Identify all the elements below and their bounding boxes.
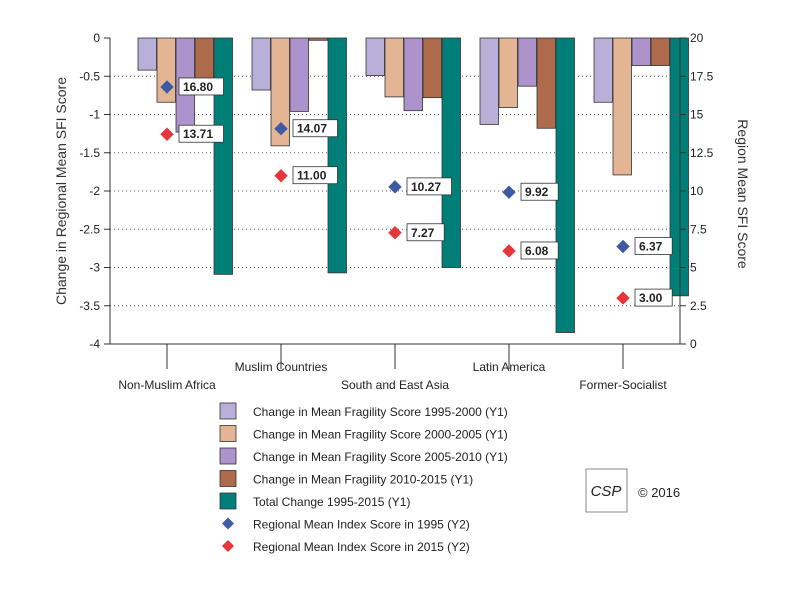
bar [365, 37, 385, 76]
y1-axis-title: Change in Regional Mean SFI Score [53, 77, 69, 305]
y1-tick-label: 0 [93, 31, 100, 45]
y1-tick-label: -4 [89, 337, 100, 351]
bar [612, 37, 632, 176]
legend-swatch [219, 447, 237, 465]
y1-tick-label: -3 [89, 261, 100, 275]
point [502, 185, 516, 199]
y2-tick-label: 17.5 [690, 69, 714, 83]
y2-tick-label: 0 [690, 337, 697, 351]
bar [213, 37, 233, 275]
legend-swatch [219, 425, 237, 442]
y2-tick-label: 12.5 [690, 146, 714, 160]
data-label: 7.27 [411, 226, 435, 240]
logo-frame [585, 468, 628, 513]
data-label: 10.27 [411, 180, 441, 194]
legend-label: Change in Mean Fragility Score 2000-2005… [253, 428, 508, 442]
legend-swatch [219, 402, 237, 420]
point [160, 80, 174, 94]
y2-tick-label: 2.5 [690, 299, 707, 313]
bar [555, 37, 575, 333]
logo-text: CSP [591, 483, 622, 500]
point [388, 226, 402, 240]
data-label-box [634, 237, 673, 255]
bar [441, 37, 461, 268]
legend-label: Change in Mean Fragility Score 1995-2000… [253, 405, 508, 419]
x-tick-label: Former-Socialist [579, 378, 667, 392]
y2-tick-label: 5 [690, 261, 697, 275]
point [274, 168, 288, 183]
bar [137, 37, 157, 71]
x-tick-label: Latin America [473, 360, 546, 374]
data-label: 16.80 [183, 80, 213, 94]
legend-swatch [219, 470, 237, 487]
x-tick-label: Muslim Countries [235, 360, 328, 374]
y2-tick-label: 10 [690, 184, 704, 198]
legend-label: Regional Mean Index Score in 1995 (Y2) [253, 518, 470, 532]
bar [308, 37, 328, 41]
bar [422, 37, 442, 99]
y1-tick-label: -2.5 [79, 222, 100, 236]
data-label: 11.00 [297, 169, 327, 183]
y1-tick-label: -1 [89, 108, 100, 122]
bar [289, 37, 309, 112]
bar [327, 37, 347, 274]
y1-tick-label: -3.5 [79, 299, 100, 313]
point [388, 180, 402, 194]
y2-tick-label: 15 [690, 108, 704, 122]
legend-label: Change in Mean Fragility Score 2005-2010… [253, 450, 508, 464]
x-tick-label: South and East Asia [341, 378, 449, 392]
bar [479, 37, 499, 125]
y1-tick-label: -1.5 [79, 146, 100, 160]
point [274, 122, 288, 136]
y2-tick-label: 7.5 [690, 222, 707, 236]
legend-label: Total Change 1995-2015 (Y1) [253, 495, 410, 509]
bar [517, 37, 537, 87]
data-label: 3.00 [639, 291, 663, 305]
point [160, 127, 174, 141]
data-label-box [406, 177, 452, 196]
bar [650, 37, 670, 66]
data-label-box [520, 182, 559, 201]
data-label: 6.08 [525, 244, 549, 258]
bar [384, 37, 404, 98]
point [502, 244, 516, 258]
bar [251, 37, 271, 91]
data-label-box [292, 166, 338, 185]
bar [536, 37, 556, 129]
y1-tick-label: -0.5 [79, 69, 100, 83]
bar [593, 37, 613, 103]
legend-label: Change in Mean Fragility 2010-2015 (Y1) [253, 473, 473, 487]
bar [498, 37, 518, 109]
data-label-box [292, 119, 338, 138]
legend-label: Regional Mean Index Score in 2015 (Y2) [253, 540, 470, 554]
data-label-box [520, 241, 559, 260]
bar [194, 37, 214, 85]
bar [631, 37, 651, 66]
data-label: 6.37 [639, 240, 663, 254]
y2-axis-title: Region Mean SFI Score [735, 119, 751, 269]
data-label-box [634, 288, 673, 307]
copyright-text: © 2016 [638, 485, 680, 500]
point [616, 291, 630, 305]
data-label-box [178, 124, 224, 143]
data-label: 14.07 [297, 122, 327, 136]
x-tick-label: Non-Muslim Africa [118, 378, 216, 392]
data-label-box [406, 223, 445, 242]
y2-tick-label: 20 [690, 31, 704, 45]
point [616, 239, 630, 254]
bar [403, 37, 423, 112]
legend-marker [222, 517, 234, 530]
data-label-box [178, 77, 224, 96]
data-label: 13.71 [183, 127, 213, 141]
bar [270, 37, 290, 147]
data-label: 9.92 [525, 185, 549, 199]
legend-marker [222, 540, 234, 552]
legend-swatch [219, 492, 237, 510]
bar [669, 37, 689, 297]
y1-tick-label: -2 [89, 184, 100, 198]
